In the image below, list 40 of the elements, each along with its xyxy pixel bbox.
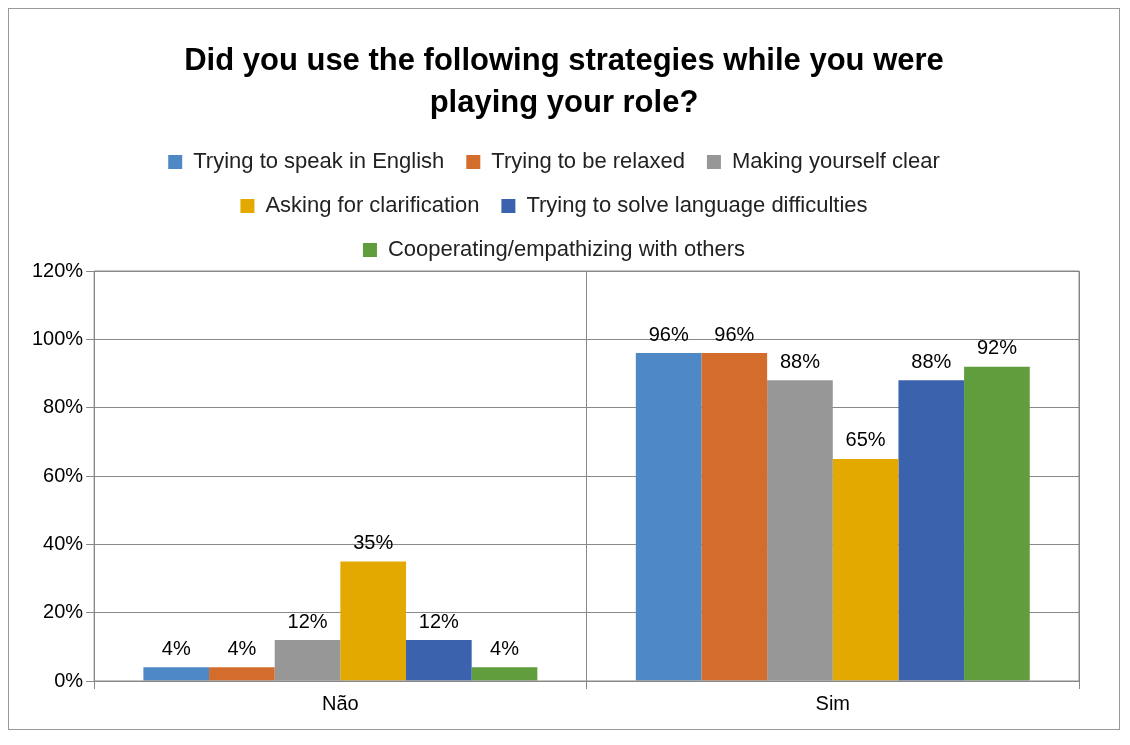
data-label: 88% bbox=[779, 349, 821, 372]
legend-label: Making yourself clear bbox=[731, 148, 940, 174]
data-label: 88% bbox=[911, 349, 952, 372]
bar bbox=[406, 640, 472, 681]
bar bbox=[635, 353, 702, 681]
data-label: 4% bbox=[161, 636, 191, 659]
bar bbox=[898, 380, 965, 681]
y-tick-label: 0% bbox=[54, 668, 84, 691]
bar bbox=[832, 458, 899, 681]
y-tick-label: 60% bbox=[43, 463, 84, 486]
data-label: 92% bbox=[976, 336, 1018, 359]
data-label: 65% bbox=[845, 428, 886, 451]
y-tick-label: 20% bbox=[43, 600, 84, 623]
data-label: 35% bbox=[353, 530, 394, 553]
bar bbox=[471, 667, 538, 681]
bar bbox=[274, 640, 341, 681]
data-label: 12% bbox=[287, 609, 328, 632]
bar bbox=[767, 380, 833, 681]
data-label: 4% bbox=[490, 636, 520, 659]
data-label: 4% bbox=[227, 636, 257, 659]
data-label: 96% bbox=[714, 322, 755, 345]
y-tick-label: 40% bbox=[43, 531, 84, 554]
legend-label: Asking for clarification bbox=[265, 192, 480, 218]
bar bbox=[143, 667, 210, 681]
legend-label: Trying to be relaxed bbox=[491, 148, 685, 174]
chart-title: Did you use the following strategies while you were playing your role? bbox=[183, 41, 945, 121]
y-tick-label: 120% bbox=[32, 258, 84, 281]
x-tick-label: Sim bbox=[815, 691, 851, 714]
y-tick-label: 80% bbox=[43, 395, 84, 418]
data-label: 12% bbox=[418, 609, 460, 632]
bar bbox=[209, 667, 275, 681]
legend-label: Trying to solve language difficulties bbox=[526, 192, 868, 218]
bar bbox=[340, 561, 407, 681]
legend-label: Cooperating/empathizing with others bbox=[387, 236, 746, 262]
legend-label: Trying to speak in English bbox=[193, 148, 445, 174]
x-tick-label: Não bbox=[322, 691, 359, 714]
data-label: 96% bbox=[648, 322, 689, 345]
bar bbox=[964, 366, 1030, 681]
y-tick-label: 100% bbox=[32, 326, 84, 349]
bar bbox=[701, 353, 768, 681]
